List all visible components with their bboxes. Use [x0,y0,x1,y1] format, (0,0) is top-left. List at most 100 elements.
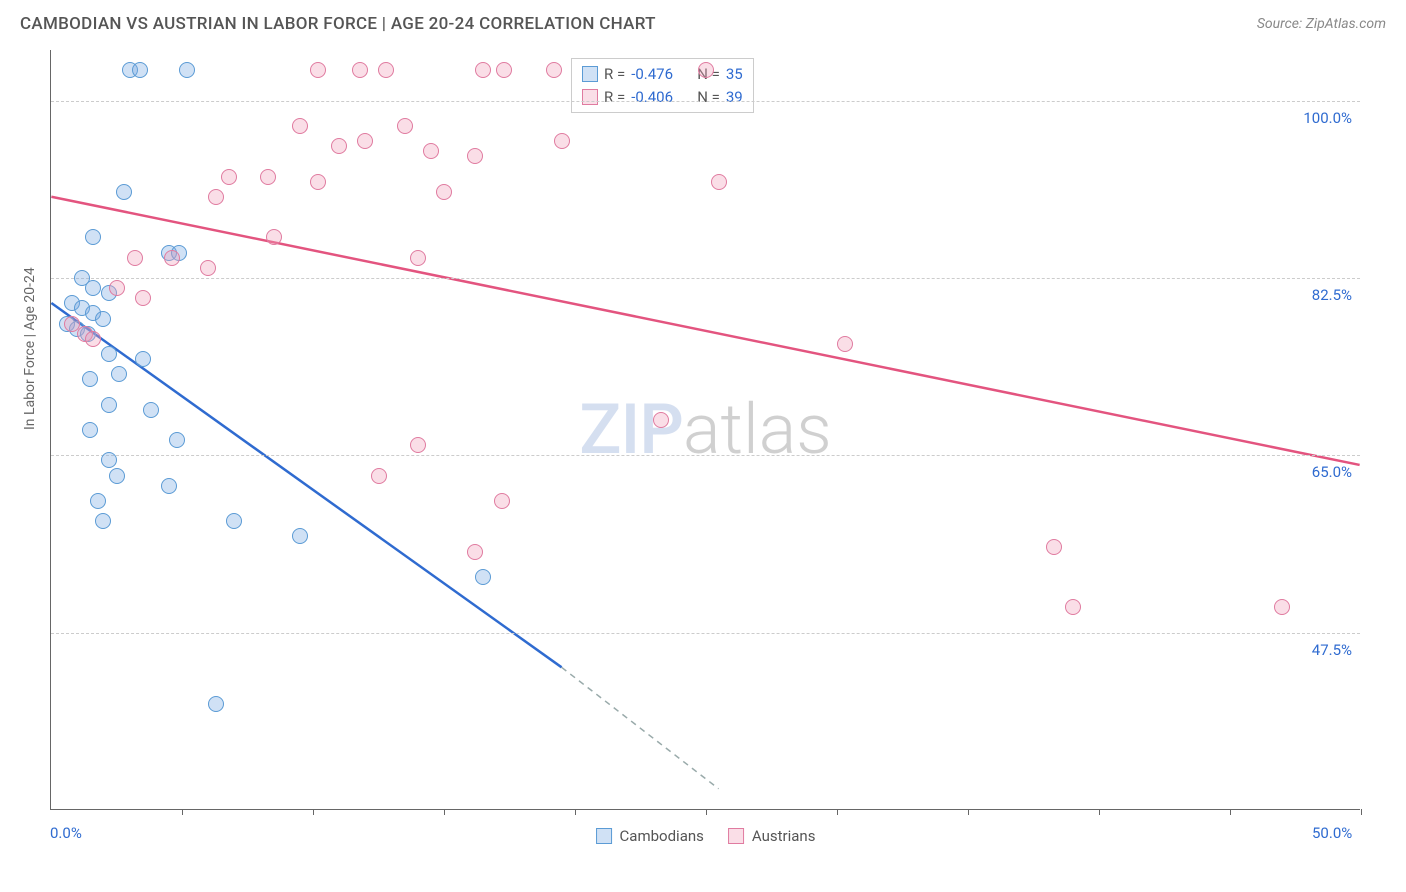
y-tick-label: 100.0% [1303,109,1352,127]
data-point [837,336,853,352]
data-point [116,184,132,200]
legend-swatch [596,828,612,844]
n-label: N = [697,86,720,109]
data-point [292,118,308,134]
gridline [51,633,1360,634]
gridline [51,455,1360,456]
data-point [85,331,101,347]
x-axis-max-label: 50.0% [1312,824,1352,842]
data-point [101,452,117,468]
x-tick [313,809,314,815]
data-point [554,133,570,149]
legend-row: R = -0.476 N = 35 [582,63,743,86]
legend-label: Austrians [752,827,816,845]
correlation-legend: R = -0.476 N = 35 R = -0.406 N = 39 [571,58,754,113]
data-point [208,189,224,205]
data-point [85,280,101,296]
data-point [653,412,669,428]
x-tick [1099,809,1100,815]
chart-header: CAMBODIAN VS AUSTRIAN IN LABOR FORCE | A… [0,0,1406,42]
data-point [475,62,491,78]
y-tick-label: 47.5% [1312,641,1352,659]
data-point [378,62,394,78]
data-point [494,493,510,509]
data-point [82,422,98,438]
n-value: 39 [726,86,743,109]
watermark: ZIPatlas [579,389,832,471]
r-value: -0.476 [631,63,691,86]
legend-item: Cambodians [596,827,704,845]
data-point [1046,539,1062,555]
data-point [436,184,452,200]
y-axis-label: In Labor Force | Age 20-24 [22,267,38,430]
y-tick-label: 82.5% [1312,286,1352,304]
data-point [208,696,224,712]
data-point [546,62,562,78]
data-point [352,62,368,78]
data-point [164,250,180,266]
data-point [135,290,151,306]
data-point [496,62,512,78]
x-axis-min-label: 0.0% [50,824,82,842]
watermark-zip: ZIP [579,389,683,471]
legend-item: Austrians [728,827,816,845]
data-point [698,62,714,78]
data-point [169,432,185,448]
data-point [357,133,373,149]
x-tick [706,809,707,815]
x-tick [837,809,838,815]
data-point [467,544,483,560]
data-point [475,569,491,585]
data-point [82,371,98,387]
scatter-plot: ZIPatlas R = -0.476 N = 35 R = -0.406 N … [50,50,1360,810]
data-point [410,437,426,453]
y-tick-label: 65.0% [1312,463,1352,481]
data-point [161,478,177,494]
source-label: Source: ZipAtlas.com [1257,16,1386,32]
r-value: -0.406 [631,86,691,109]
data-point [135,351,151,367]
x-tick [968,809,969,815]
data-point [90,493,106,509]
legend-swatch [582,66,598,82]
gridline [51,101,1360,102]
data-point [85,229,101,245]
r-label: R = [604,63,625,86]
legend-label: Cambodians [620,827,704,845]
data-point [200,260,216,276]
data-point [221,169,237,185]
legend-swatch [728,828,744,844]
data-point [95,513,111,529]
data-point [109,280,125,296]
data-point [397,118,413,134]
data-point [310,174,326,190]
data-point [266,229,282,245]
x-tick [1361,809,1362,815]
data-point [423,143,439,159]
watermark-atlas: atlas [683,389,832,471]
data-point [371,468,387,484]
data-point [410,250,426,266]
data-point [226,513,242,529]
x-tick [182,809,183,815]
data-point [260,169,276,185]
data-point [1274,599,1290,615]
data-point [179,62,195,78]
data-point [132,62,148,78]
data-point [127,250,143,266]
data-point [143,402,159,418]
n-value: 35 [726,63,743,86]
data-point [101,397,117,413]
x-tick [575,809,576,815]
data-point [467,148,483,164]
data-point [310,62,326,78]
x-tick [1230,809,1231,815]
legend-swatch [582,89,598,105]
data-point [111,366,127,382]
series-legend: Cambodians Austrians [596,827,816,845]
data-point [95,311,111,327]
data-point [292,528,308,544]
data-point [109,468,125,484]
x-tick [444,809,445,815]
chart-title: CAMBODIAN VS AUSTRIAN IN LABOR FORCE | A… [20,14,656,34]
